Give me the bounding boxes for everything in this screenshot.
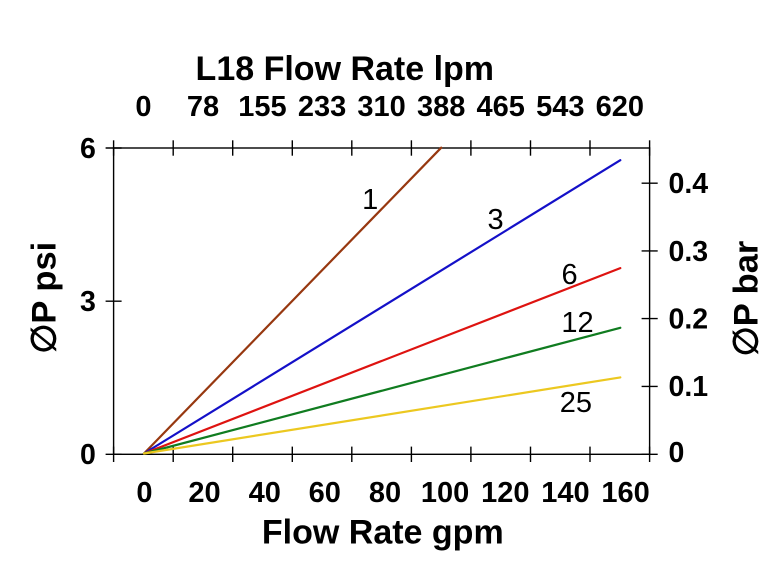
svg-text:1: 1 — [362, 184, 378, 216]
svg-text:0.3: 0.3 — [669, 236, 709, 268]
svg-text:60: 60 — [309, 477, 341, 509]
svg-text:465: 465 — [477, 91, 525, 123]
svg-text:L18 Flow Rate lpm: L18 Flow Rate lpm — [196, 50, 495, 88]
svg-text:20: 20 — [188, 477, 220, 509]
svg-text:∅P bar: ∅P bar — [728, 241, 766, 357]
svg-text:6: 6 — [562, 259, 578, 291]
svg-text:620: 620 — [596, 91, 644, 123]
svg-text:0.4: 0.4 — [669, 168, 709, 200]
svg-text:0: 0 — [669, 437, 685, 469]
svg-text:100: 100 — [421, 477, 469, 509]
svg-text:0: 0 — [135, 91, 151, 123]
svg-text:40: 40 — [249, 477, 281, 509]
svg-text:3: 3 — [80, 286, 96, 318]
svg-text:25: 25 — [560, 387, 592, 419]
svg-text:0: 0 — [136, 477, 152, 509]
svg-text:160: 160 — [601, 477, 649, 509]
svg-text:543: 543 — [536, 91, 584, 123]
svg-text:0.1: 0.1 — [669, 371, 709, 403]
svg-text:388: 388 — [417, 91, 465, 123]
svg-text:Flow Rate gpm: Flow Rate gpm — [262, 513, 504, 551]
svg-text:80: 80 — [369, 477, 401, 509]
svg-text:3: 3 — [488, 204, 504, 236]
svg-text:310: 310 — [357, 91, 405, 123]
svg-text:0: 0 — [80, 439, 96, 471]
svg-text:120: 120 — [481, 477, 529, 509]
svg-text:233: 233 — [298, 91, 346, 123]
svg-text:12: 12 — [561, 307, 593, 339]
svg-text:155: 155 — [238, 91, 286, 123]
svg-text:6: 6 — [80, 133, 96, 165]
svg-text:78: 78 — [187, 91, 219, 123]
svg-text:0.2: 0.2 — [669, 304, 709, 336]
svg-text:140: 140 — [541, 477, 589, 509]
svg-text:∅P psi: ∅P psi — [26, 242, 64, 354]
